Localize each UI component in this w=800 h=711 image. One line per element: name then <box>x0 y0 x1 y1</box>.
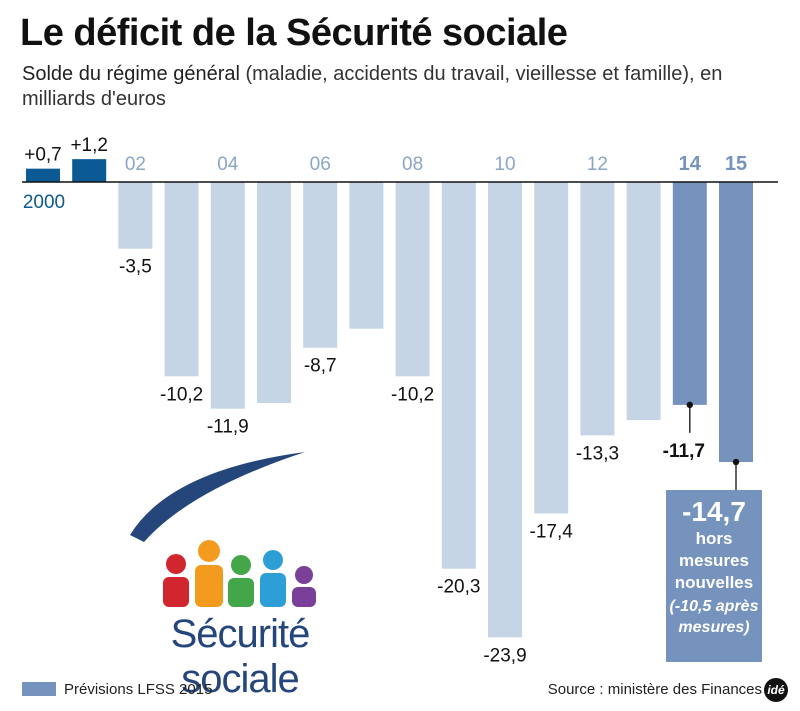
callout-line-5: mesures) <box>678 619 750 636</box>
bar-2002 <box>118 182 153 249</box>
value-label-2011: -17,4 <box>530 521 574 542</box>
bar-2008 <box>395 182 430 377</box>
tick-label-2008: 08 <box>402 154 423 175</box>
logo-text: Sécurité sociale <box>170 612 311 701</box>
legend-swatch <box>22 682 56 696</box>
logo-arc <box>130 452 305 542</box>
tick-label-2004: 04 <box>217 154 239 175</box>
bar-2013 <box>626 182 661 421</box>
callout-line-4: (-10,5 après <box>669 598 759 615</box>
bar-2011 <box>534 182 569 514</box>
value-label-2001: +1,2 <box>70 135 108 156</box>
bar-2003 <box>164 182 199 377</box>
value-label-2012: -13,3 <box>576 443 619 464</box>
bar-2010 <box>488 182 522 638</box>
callout-value: -14,7 <box>682 496 746 527</box>
value-label-2004: -11,9 <box>207 417 249 438</box>
subtitle-lead: Solde du régime général <box>22 63 240 85</box>
callout-line-2: mesures <box>679 551 749 570</box>
legend: Prévisions LFSS 2015 <box>22 681 212 698</box>
tick-label-2002: 02 <box>125 154 146 175</box>
legend-label: Prévisions LFSS 2015 <box>64 681 213 698</box>
tick-label-2000: 2000 <box>23 192 65 213</box>
bar-2015 <box>719 182 753 463</box>
bar-2004 <box>210 182 245 409</box>
value-label-2009: -20,3 <box>437 577 480 598</box>
tick-label-2014: 14 <box>679 153 702 175</box>
logo-people-icon <box>163 540 316 607</box>
bar-2005 <box>257 182 291 403</box>
bar-2014 <box>672 182 707 405</box>
leader-dot-2014 <box>686 401 693 409</box>
callout-line-3: nouvelles <box>674 573 754 592</box>
value-label-2003: -10,2 <box>160 384 203 405</box>
leader-dot-2015 <box>732 458 740 466</box>
value-label-2000: +0,7 <box>24 145 62 166</box>
forecast-2015-callout: -14,7 hors mesures nouvelles (-10,5 aprè… <box>666 490 762 662</box>
bar-2001 <box>72 159 107 182</box>
bar-2006 <box>303 182 338 348</box>
tick-label-2006: 06 <box>310 154 331 175</box>
securite-sociale-logo: Sécurité sociale <box>110 450 370 701</box>
bar-2009 <box>441 182 476 569</box>
tick-label-2015: 15 <box>725 153 747 175</box>
bar-2007 <box>349 182 384 329</box>
chart-title: Le déficit de la Sécurité sociale <box>20 12 568 54</box>
subtitle-rest: (maladie, accidents du travail, vieilles… <box>22 63 723 110</box>
value-label-2008: -10,2 <box>391 384 434 405</box>
bar-2012 <box>580 182 615 436</box>
tick-label-2010: 10 <box>494 154 515 175</box>
source-note: Source : ministère des Finances <box>547 681 762 698</box>
bar-2000 <box>26 168 60 182</box>
value-label-2010: -23,9 <box>483 645 526 666</box>
logo-graphic <box>130 452 316 607</box>
tick-label-2012: 12 <box>587 154 608 175</box>
ide-brand-logo: idé <box>764 678 788 702</box>
chart-subtitle: Solde du régime général (maladie, accide… <box>22 62 742 112</box>
callout-line-1: hors <box>695 529 733 548</box>
value-label-2002: -3,5 <box>119 257 152 278</box>
value-label-2006: -8,7 <box>304 356 337 377</box>
value-label-2014: -11,7 <box>663 441 705 462</box>
